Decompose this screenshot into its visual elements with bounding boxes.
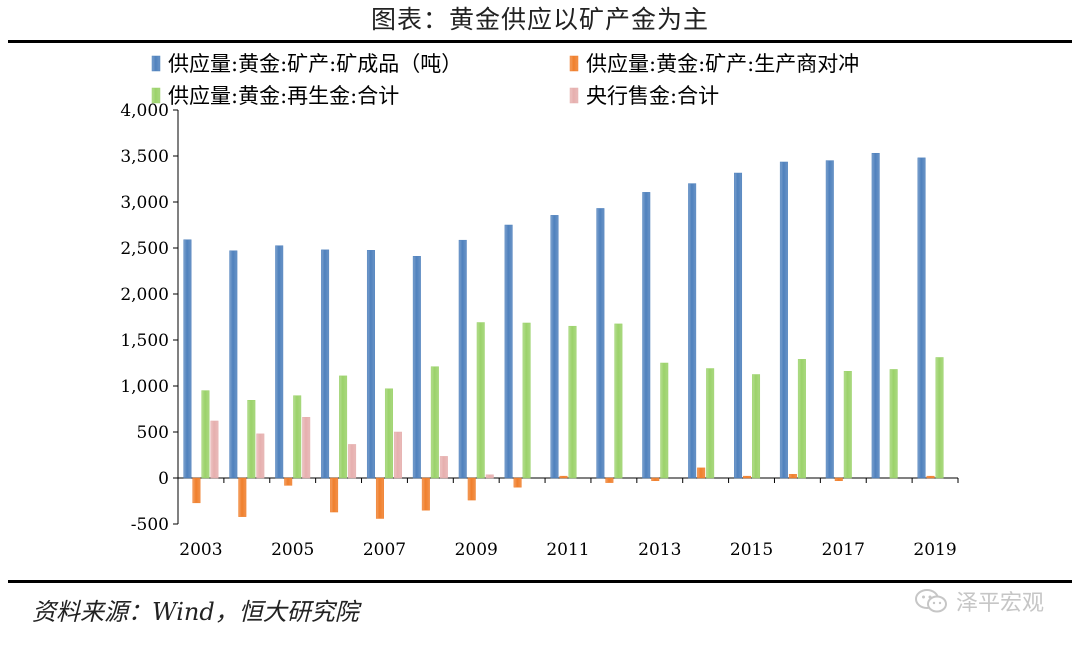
bar-recycled-gold-2008 [430,366,439,479]
bar-recycled-gold-2009 [476,322,485,479]
bar-central-bank-sales-2007 [393,431,402,479]
bar-producer-hedging-2007 [375,477,384,519]
bar-recycled-gold-2018 [889,369,898,479]
x-tick-label: 2015 [730,540,773,560]
bar-producer-hedging-2019 [926,475,935,479]
y-tick-label: 2,500 [120,239,169,259]
axes: -500 0 500 1,000 1,500 2,000 2,500 3,000 3,500 4,… [120,101,959,560]
bar-central-bank-sales-2006 [348,444,357,479]
bar-recycled-gold-2015 [752,374,761,479]
bar-central-bank-sales-2005 [302,417,311,479]
bar-central-bank-sales-2008 [439,456,448,479]
y-tick-label: 3,000 [120,193,169,213]
bar-mine-output-2015 [734,172,743,479]
bar-mine-output-2008 [412,256,421,479]
top-rule [8,40,1072,43]
bar-recycled-gold-2005 [293,395,302,479]
bottom-rule [8,580,1072,583]
bar-central-bank-sales-2003 [210,420,219,479]
legend-label-central-bank-sales: 央行售金:合计 [586,84,719,108]
bar-recycled-gold-2017 [843,371,852,479]
x-tick-label: 2005 [271,540,314,560]
y-tick-label: 0 [158,469,169,489]
bars [183,152,944,519]
legend-swatch-central-bank-sales [569,87,579,104]
bar-mine-output-2010 [504,224,513,479]
bar-recycled-gold-2010 [522,322,531,479]
bar-mine-output-2013 [642,192,651,479]
x-tick-label: 2019 [913,540,956,560]
bar-producer-hedging-2008 [421,477,430,511]
watermark-text: 泽平宏观 [955,591,1044,616]
bar-mine-output-2016 [779,161,788,479]
bar-recycled-gold-2016 [797,359,806,479]
bar-recycled-gold-2013 [660,362,669,479]
wechat-icon [914,589,947,613]
source-note: 资料来源：Wind，恒大研究院 [32,598,359,626]
bar-mine-output-2012 [596,208,605,479]
bar-producer-hedging-2017 [834,477,843,482]
bar-recycled-gold-2019 [935,357,944,479]
bar-producer-hedging-2015 [743,475,752,479]
bar-mine-output-2009 [458,239,467,479]
y-tick-label: 500 [137,423,169,443]
bar-mine-output-2018 [871,152,880,479]
bar-mine-output-2006 [321,249,330,479]
bar-producer-hedging-2006 [330,477,339,513]
y-tick-label: 3,500 [120,147,169,167]
bar-mine-output-2005 [275,245,284,479]
bar-mine-output-2019 [917,157,926,479]
bar-producer-hedging-2011 [559,475,568,479]
legend-swatch-mine-output [151,55,161,72]
bar-recycled-gold-2003 [201,390,210,479]
legend-swatch-recycled-gold [151,87,161,104]
x-tick-label: 2011 [546,540,589,560]
x-tick-label: 2009 [455,540,498,560]
chart: 供应量:黄金:矿产:矿成品（吨） 供应量:黄金:矿产:生产商对冲供应量:黄金:再生… [120,52,959,560]
y-tick-label: 2,000 [120,285,169,305]
legend-swatch-producer-hedging [569,55,579,72]
bar-producer-hedging-2014 [697,467,706,479]
bar-recycled-gold-2012 [614,323,623,479]
y-tick-label: 4,000 [120,101,169,121]
bar-producer-hedging-2003 [192,477,201,504]
bar-central-bank-sales-2009 [485,474,494,479]
watermark: 泽平宏观 [914,585,1044,617]
bar-recycled-gold-2011 [568,325,577,479]
legend-label-recycled-gold: 供应量:黄金:再生金:合计 [168,84,399,108]
bar-mine-output-2014 [688,183,697,479]
bar-mine-output-2004 [229,250,238,479]
bar-producer-hedging-2013 [651,477,660,482]
bar-producer-hedging-2009 [467,477,476,501]
bar-mine-output-2017 [825,160,834,479]
bar-producer-hedging-2010 [513,477,522,488]
bar-mine-output-2003 [183,239,192,479]
bar-central-bank-sales-2004 [256,433,265,479]
bar-recycled-gold-2004 [247,400,256,479]
bar-recycled-gold-2014 [706,368,715,479]
bar-producer-hedging-2005 [284,477,293,486]
legend-label-producer-hedging: 供应量:黄金:矿产:生产商对冲 [586,52,859,76]
x-tick-label: 2003 [179,540,222,560]
bar-recycled-gold-2007 [384,388,393,479]
x-tick-label: 2007 [363,540,406,560]
chart-title: 图表：黄金供应以矿产金为主 [370,5,709,34]
bar-mine-output-2007 [366,250,375,479]
legend-label-mine-output: 供应量:黄金:矿产:矿成品（吨） [168,52,462,76]
x-tick-label: 2013 [638,540,681,560]
bar-producer-hedging-2012 [605,477,614,483]
y-tick-label: 1,500 [120,331,169,351]
y-tick-label: -500 [131,515,169,535]
legend: 供应量:黄金:矿产:矿成品（吨） 供应量:黄金:矿产:生产商对冲供应量:黄金:再生… [151,52,859,108]
bar-producer-hedging-2016 [788,474,797,479]
bar-recycled-gold-2006 [339,375,348,479]
x-tick-label: 2017 [822,540,865,560]
y-tick-label: 1,000 [120,377,169,397]
bar-mine-output-2011 [550,215,559,479]
bar-producer-hedging-2004 [238,477,247,517]
